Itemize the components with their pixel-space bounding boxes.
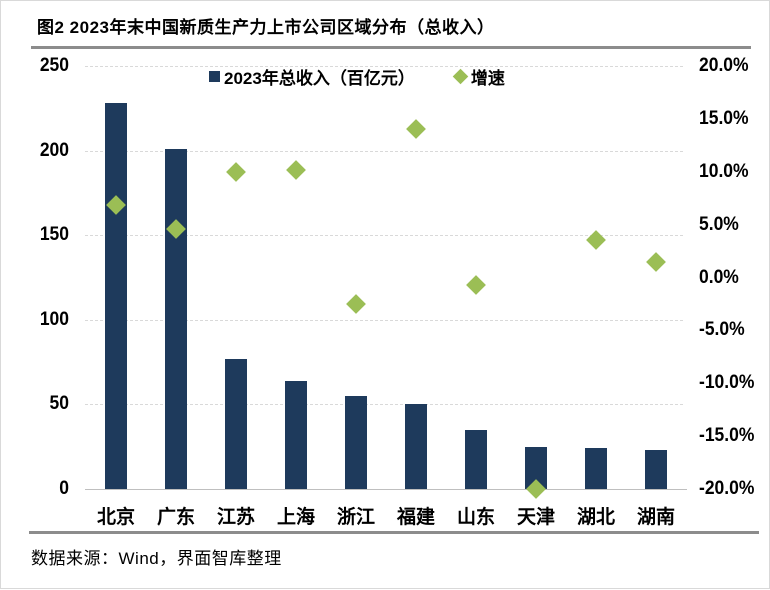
left-axis-tick-label: 250 — [39, 55, 69, 76]
right-axis-tick-label: 15.0% — [699, 107, 749, 129]
growth-diamond-山东 — [466, 274, 486, 295]
left-axis-tick-label: 150 — [39, 224, 69, 246]
left-axis-tick-label: 100 — [39, 308, 69, 330]
right-axis-tick-label: 0.0% — [699, 266, 739, 288]
growth-diamond-湖北 — [586, 230, 606, 251]
right-axis-tick-label: 5.0% — [699, 213, 739, 235]
legend-diamond-swatch-icon — [452, 68, 469, 84]
bar-广东 — [165, 148, 187, 489]
bar-天津 — [525, 446, 547, 489]
x-axis-label-江苏: 江苏 — [216, 507, 255, 528]
left-axis-tick-label: 0 — [59, 478, 69, 499]
chart-title: 图2 2023年末中国新质生产力上市公司区域分布（总收入） — [37, 18, 495, 37]
chart-legend: 2023年总收入（百亿元） 增速 — [209, 65, 505, 88]
bar-湖北 — [585, 448, 607, 489]
right-axis-tick-label: 20.0% — [699, 55, 749, 76]
growth-diamond-福建 — [406, 119, 426, 140]
x-axis-line — [85, 489, 687, 490]
right-axis-tick-label: -20.0% — [699, 478, 755, 499]
growth-diamond-湖南 — [646, 251, 666, 272]
bar-山东 — [465, 429, 487, 489]
left-axis-tick-label: 50 — [49, 393, 69, 415]
x-axis-label-山东: 山东 — [456, 507, 495, 528]
gridline — [85, 404, 683, 406]
x-axis-label-北京: 北京 — [96, 507, 135, 528]
right-axis-tick-label: -5.0% — [699, 319, 745, 341]
x-axis-label-广东: 广东 — [156, 507, 195, 528]
bar-福建 — [405, 404, 427, 489]
gridline — [85, 150, 683, 152]
title-divider-line — [31, 46, 751, 49]
x-axis-label-湖南: 湖南 — [636, 507, 675, 528]
legend-bar-label: 2023年总收入（百亿元） — [224, 68, 415, 88]
bar-北京 — [105, 103, 127, 489]
gridline — [85, 66, 683, 67]
source-note: 数据来源：Wind，界面智库整理 — [31, 549, 282, 568]
right-axis-tick-label: 10.0% — [699, 160, 749, 182]
x-axis-label-浙江: 浙江 — [336, 507, 375, 528]
gridline — [85, 319, 683, 321]
x-axis-label-上海: 上海 — [276, 507, 315, 528]
bottom-divider-line — [29, 531, 759, 534]
bar-湖南 — [645, 450, 667, 489]
gridline — [85, 235, 683, 237]
left-axis-tick-label: 200 — [39, 139, 69, 161]
x-axis-label-天津: 天津 — [516, 507, 555, 528]
x-axis-label-福建: 福建 — [396, 507, 435, 528]
x-axis-label-湖北: 湖北 — [576, 507, 615, 528]
bar-上海 — [285, 380, 307, 489]
growth-diamond-江苏 — [226, 161, 246, 182]
legend-bar-swatch-icon — [209, 70, 220, 82]
growth-diamond-上海 — [286, 159, 306, 180]
growth-diamond-浙江 — [346, 294, 366, 314]
legend-diamond-label: 增速 — [470, 68, 505, 88]
right-axis-tick-label: -10.0% — [699, 372, 755, 394]
right-axis-tick-label: -15.0% — [699, 425, 755, 447]
bar-江苏 — [225, 358, 247, 489]
bar-浙江 — [345, 395, 367, 489]
